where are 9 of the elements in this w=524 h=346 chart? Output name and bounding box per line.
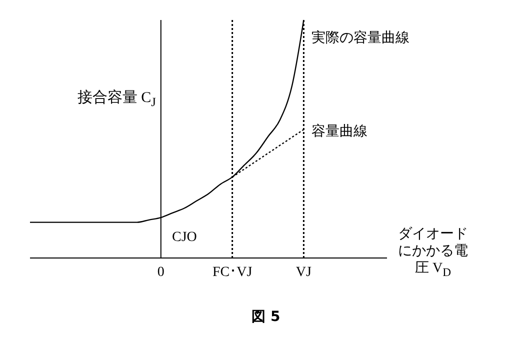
x-tick-label: 0 [157, 264, 164, 280]
x-axis-title: ダイオードにかかる電圧 V$_{D}$ [397, 226, 469, 281]
y-axis-title: 接合容量 C$_{J}$ [76, 88, 156, 110]
annotation: CJO [172, 230, 197, 246]
x-tick-label: FC･VJ [212, 264, 253, 280]
series-label: 容量曲線 [312, 123, 368, 140]
text: 図 5 [250, 308, 282, 326]
series-label: 実際の容量曲線 [312, 30, 410, 46]
x-tick-label: VJ [296, 264, 312, 280]
